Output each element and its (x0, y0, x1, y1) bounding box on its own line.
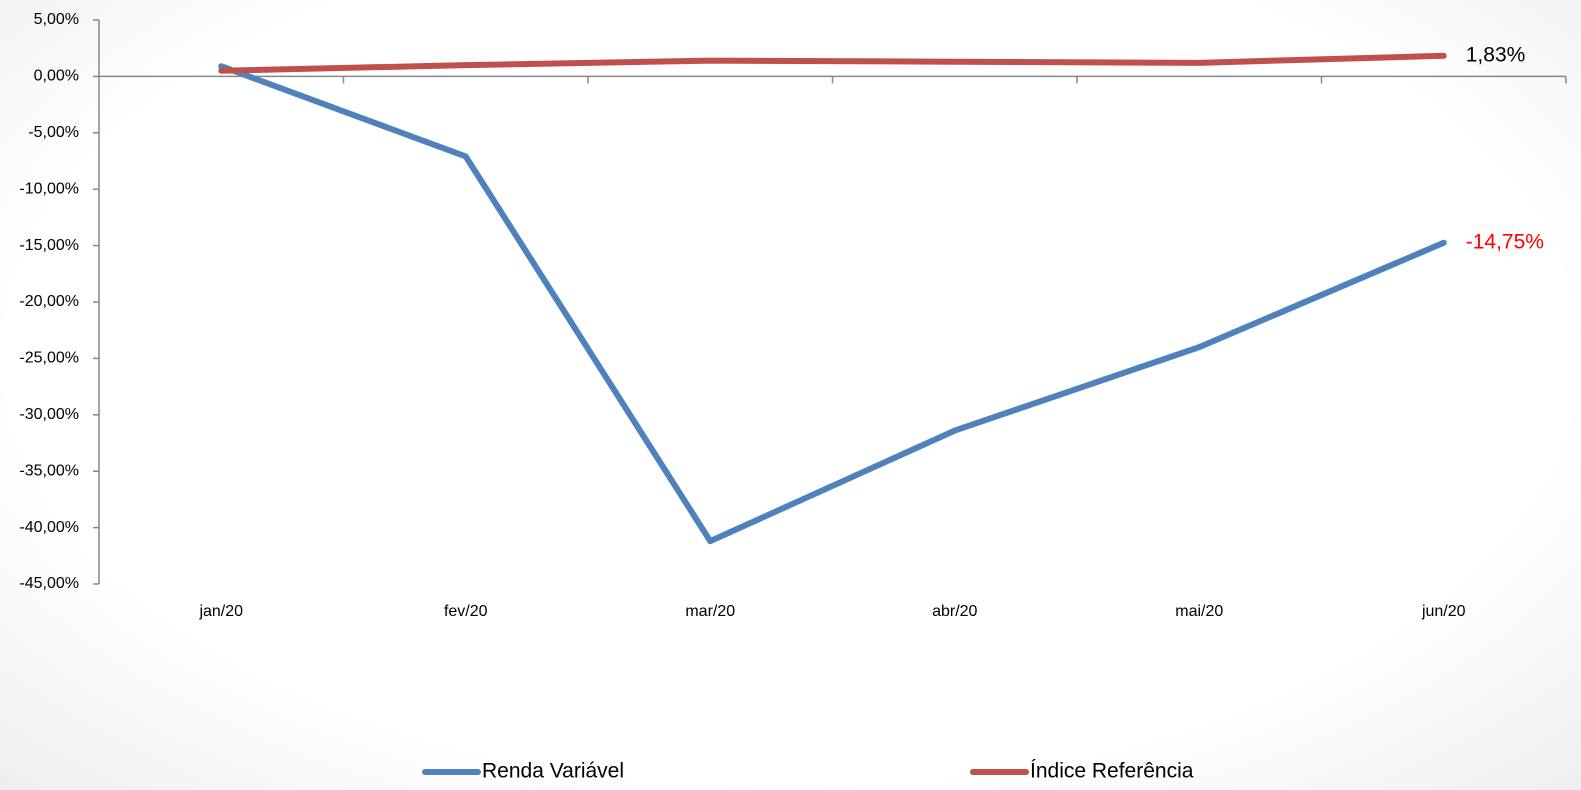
x-tick-label: jan/20 (198, 603, 243, 620)
x-tick-label: mar/20 (685, 603, 735, 620)
y-tick-label: -20,00% (19, 293, 79, 310)
y-tick-label: -15,00% (19, 237, 79, 254)
y-tick-label: 0,00% (34, 68, 79, 85)
series-line (218, 52, 1447, 74)
y-tick-label: -35,00% (19, 462, 79, 479)
y-tick-label: -25,00% (19, 350, 79, 367)
y-tick-label: 5,00% (34, 11, 79, 28)
legend-label: Índice Referência (1030, 760, 1194, 783)
y-tick-label: -30,00% (19, 406, 79, 423)
data-label: 1,83% (1466, 43, 1526, 66)
x-tick-label: mai/20 (1175, 603, 1223, 620)
x-tick-label: abr/20 (932, 603, 977, 620)
y-tick-label: -45,00% (19, 575, 79, 592)
data-label: -14,75% (1466, 230, 1544, 253)
y-tick-label: -5,00% (28, 124, 79, 141)
x-tick-label: jun/20 (1421, 603, 1466, 620)
legend-label: Renda Variável (482, 760, 624, 783)
series-line (218, 63, 1447, 545)
y-tick-label: -40,00% (19, 519, 79, 536)
x-tick-label: fev/20 (444, 603, 488, 620)
y-tick-label: -10,00% (19, 180, 79, 197)
